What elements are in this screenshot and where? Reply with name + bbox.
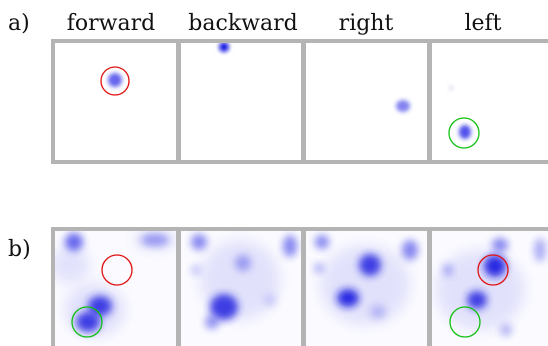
blob	[191, 234, 207, 250]
column-label-forward: forward	[67, 11, 155, 36]
blob	[88, 296, 112, 316]
blob	[65, 233, 83, 251]
blob	[235, 255, 251, 271]
blob	[396, 100, 410, 112]
blob	[402, 240, 418, 260]
blob	[370, 305, 386, 319]
blob	[219, 43, 229, 52]
blob	[459, 125, 471, 139]
panel-a-right	[306, 43, 427, 160]
blob	[141, 234, 169, 246]
green-circle-marker	[449, 306, 481, 338]
column-label-backward: backward	[188, 11, 297, 36]
red-circle-marker	[100, 66, 130, 96]
faint-blob	[449, 86, 453, 90]
blob	[534, 238, 546, 262]
red-circle-marker	[101, 254, 133, 286]
row-a-panels	[51, 39, 548, 164]
blob	[500, 324, 512, 336]
blob	[492, 238, 508, 252]
blob	[467, 291, 487, 309]
blob	[205, 315, 219, 329]
green-circle-marker	[448, 117, 480, 149]
blob	[315, 235, 329, 249]
row-label-b: b)	[8, 237, 31, 262]
row-label-a: a)	[8, 11, 30, 36]
blob	[283, 235, 297, 257]
panel-a-left	[432, 43, 548, 160]
green-circle-marker	[71, 306, 103, 338]
blob	[108, 73, 122, 87]
blob	[337, 289, 359, 307]
panel-a-backward	[181, 43, 301, 160]
blob	[191, 265, 201, 275]
panel-a-forward	[55, 43, 176, 160]
blob	[443, 264, 453, 276]
blob	[264, 294, 276, 306]
row-b-panels	[51, 227, 548, 346]
blob	[484, 255, 506, 277]
blob	[76, 312, 100, 332]
blob	[314, 263, 324, 273]
blob	[210, 294, 238, 320]
blob	[359, 254, 381, 276]
column-label-left: left	[464, 11, 501, 36]
red-circle-marker	[477, 254, 509, 286]
column-label-right: right	[339, 11, 394, 36]
